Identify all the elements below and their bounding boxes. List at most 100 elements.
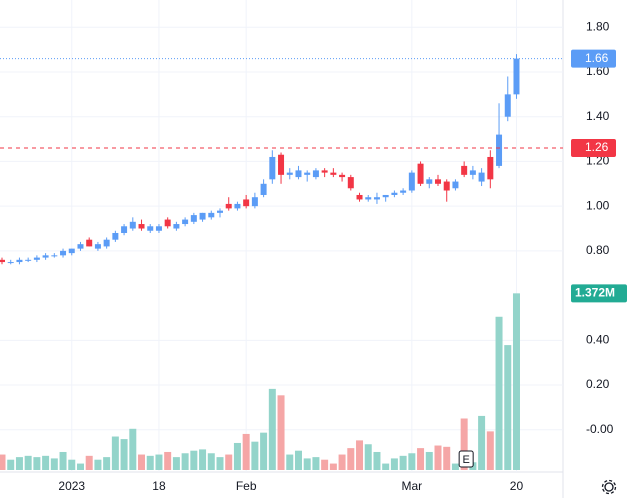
volume-bar [181,453,189,470]
volume-bar [129,428,137,470]
y-tick-label: 1.20 [586,154,610,168]
volume-bar [103,457,111,470]
candle-body [60,250,67,256]
volume-bar [7,459,15,470]
volume-bar [338,454,346,470]
volume-bar [59,451,67,470]
volume-bar [356,440,364,470]
volume-bar [233,442,241,470]
volume-bar [321,459,329,470]
x-tick-label: 2023 [58,479,85,493]
volume-label: 1.372M [575,286,615,300]
volume-bar [425,451,433,470]
volume-bar [303,458,311,470]
candle-body [260,183,267,195]
candle-body [225,203,232,209]
candle-body [382,194,389,198]
candle-body [426,179,433,184]
candle-body [121,226,128,233]
volume-bar [0,454,6,470]
x-tick-label: 18 [152,479,166,493]
volume-bar [33,457,41,470]
candle-body [513,58,520,95]
volume-bar [225,454,233,470]
volume-bar [111,436,119,470]
event-marker [458,450,474,468]
volume-bar [364,444,372,470]
volume-bar [251,441,259,470]
candle-body [356,194,363,200]
y-tick-label: 1.00 [586,198,610,212]
candle-body [435,179,441,184]
volume-bar [294,450,302,470]
gear-teeth [601,479,617,495]
candle-body [190,215,197,222]
volume-bar [286,454,294,470]
candle-body [408,172,415,191]
volume-bar [382,463,390,470]
volume-bar [42,455,50,470]
volume-bar [120,439,128,470]
y-tick-label: 1.60 [586,64,610,78]
y-tick-label: -0.00 [586,422,614,436]
candle-body [504,94,511,117]
candle-body [269,156,276,180]
x-tick-label: Feb [236,479,257,493]
volume-bar [390,458,398,470]
volume-bar [268,388,276,470]
volume-tag [571,284,627,303]
event-label: E [462,454,469,466]
candle-body [469,170,476,175]
x-tick-label: 20 [510,479,524,493]
candle-body [77,244,84,249]
candle-body [164,219,171,227]
candle-body [400,190,407,193]
y-tick-label: 1.40 [586,109,610,123]
candle-body [42,255,49,258]
candle-body [86,239,93,247]
volume-bar [260,432,268,470]
y-tick-label: 1.80 [586,19,610,33]
last-price-tag [571,49,616,68]
candle-body [129,221,136,229]
candle-body [278,154,285,175]
candle-body [304,172,311,175]
candle-body [321,170,328,173]
settings-icon[interactable] [601,479,617,495]
candle-body [25,259,32,261]
candle-body [365,197,372,200]
volume-bar [146,455,154,470]
volume-bar [164,451,172,470]
candle-body [478,172,485,182]
candle-body [208,212,215,218]
volume-bar [347,448,355,470]
candle-body [251,197,258,207]
candle-body [347,177,354,189]
volume-bar [399,455,407,470]
volume-bar [68,459,76,470]
candle-body [339,174,346,178]
candles [0,54,520,265]
candle-body [51,255,58,257]
y-tick-label: 0.80 [586,243,610,257]
volume-bar [512,293,520,470]
volume-bar [443,446,451,470]
candle-body [0,259,5,263]
y-tick-label: 0.20 [586,377,610,391]
y-tick-label: 0.40 [586,332,610,346]
candle-body [33,257,40,260]
candle-body [68,248,75,254]
volume-bar [451,463,459,470]
candle-body [487,156,494,180]
volume-bar [207,453,215,470]
x-tick-label: Mar [402,479,423,493]
candle-body [391,192,398,195]
prior-high-label: 1.26 [585,140,609,154]
last-price-label: 1.66 [585,51,609,65]
volume-bar [277,395,285,470]
candle-body [417,163,424,184]
candle-body [147,226,154,231]
volume-bar [329,463,337,470]
volume-bar [495,316,503,470]
